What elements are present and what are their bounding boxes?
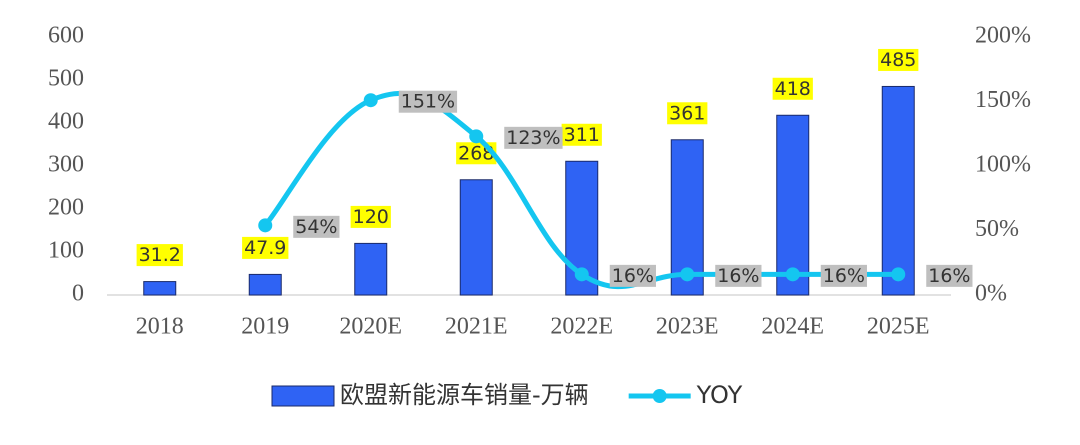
data-label: 16% bbox=[928, 265, 970, 287]
data-label: 123% bbox=[506, 127, 560, 149]
label-bg bbox=[504, 126, 563, 149]
y2-tick-label: 200% bbox=[975, 23, 1031, 49]
bar bbox=[354, 242, 388, 296]
legend-label: YOY bbox=[696, 381, 743, 409]
x-tick-label: 2021E bbox=[445, 314, 508, 340]
data-label: 47.9 bbox=[244, 237, 286, 259]
data-label: 54% bbox=[295, 216, 337, 238]
label-bg bbox=[561, 123, 602, 146]
label-bg bbox=[609, 264, 656, 287]
y2-tick-label: 100% bbox=[975, 152, 1031, 178]
legend-label: 欧盟新能源车销量-万辆 bbox=[340, 381, 589, 409]
data-label: 418 bbox=[775, 78, 811, 100]
bar bbox=[143, 281, 177, 296]
data-label: 311 bbox=[564, 124, 600, 146]
line-point bbox=[258, 218, 273, 233]
y-tick-label: 100 bbox=[48, 238, 84, 264]
y2-tick-label: 0% bbox=[975, 281, 1007, 307]
label-bg bbox=[293, 215, 340, 238]
line-point bbox=[680, 267, 695, 282]
data-label: 16% bbox=[612, 265, 654, 287]
line-point bbox=[785, 267, 800, 282]
label-bg bbox=[715, 264, 762, 287]
y-tick-label: 400 bbox=[48, 109, 84, 135]
label-bg bbox=[878, 48, 919, 71]
label-bg bbox=[398, 90, 458, 113]
x-tick-label: 2020E bbox=[339, 314, 402, 340]
bar bbox=[565, 160, 599, 296]
y-tick-label: 300 bbox=[48, 152, 84, 178]
label-bg bbox=[136, 244, 183, 267]
x-tick-label: 2025E bbox=[867, 314, 930, 340]
data-label: 151% bbox=[401, 91, 455, 113]
bar bbox=[459, 179, 493, 296]
label-bg bbox=[350, 205, 391, 228]
x-tick-label: 2023E bbox=[656, 314, 719, 340]
line-point bbox=[363, 93, 378, 108]
line-point bbox=[469, 129, 484, 144]
legend-swatch bbox=[271, 385, 335, 407]
line-point bbox=[891, 267, 906, 282]
data-label: 485 bbox=[880, 49, 916, 71]
bar bbox=[248, 273, 282, 296]
y-tick-label: 0 bbox=[72, 281, 84, 307]
y-tick-label: 200 bbox=[48, 195, 84, 221]
label-bg bbox=[820, 264, 867, 287]
data-label: 16% bbox=[823, 265, 865, 287]
y-tick-label: 600 bbox=[48, 23, 84, 49]
x-tick-label: 2022E bbox=[550, 314, 613, 340]
data-label: 361 bbox=[669, 102, 705, 124]
y-tick-label: 500 bbox=[48, 66, 84, 92]
y2-tick-label: 50% bbox=[975, 216, 1019, 242]
label-bg bbox=[242, 236, 289, 259]
x-tick-label: 2018 bbox=[136, 314, 184, 340]
bar bbox=[776, 114, 810, 296]
label-bg bbox=[667, 102, 708, 125]
data-label: 120 bbox=[353, 206, 389, 228]
x-tick-label: 2024E bbox=[761, 314, 824, 340]
label-bg bbox=[926, 264, 973, 287]
line-point bbox=[574, 267, 589, 282]
bar bbox=[881, 85, 915, 296]
data-label: 16% bbox=[717, 265, 759, 287]
label-bg bbox=[772, 77, 813, 100]
y2-tick-label: 150% bbox=[975, 87, 1031, 113]
x-tick-label: 2019 bbox=[241, 314, 289, 340]
legend-swatch bbox=[652, 389, 667, 403]
data-label: 31.2 bbox=[139, 244, 181, 266]
